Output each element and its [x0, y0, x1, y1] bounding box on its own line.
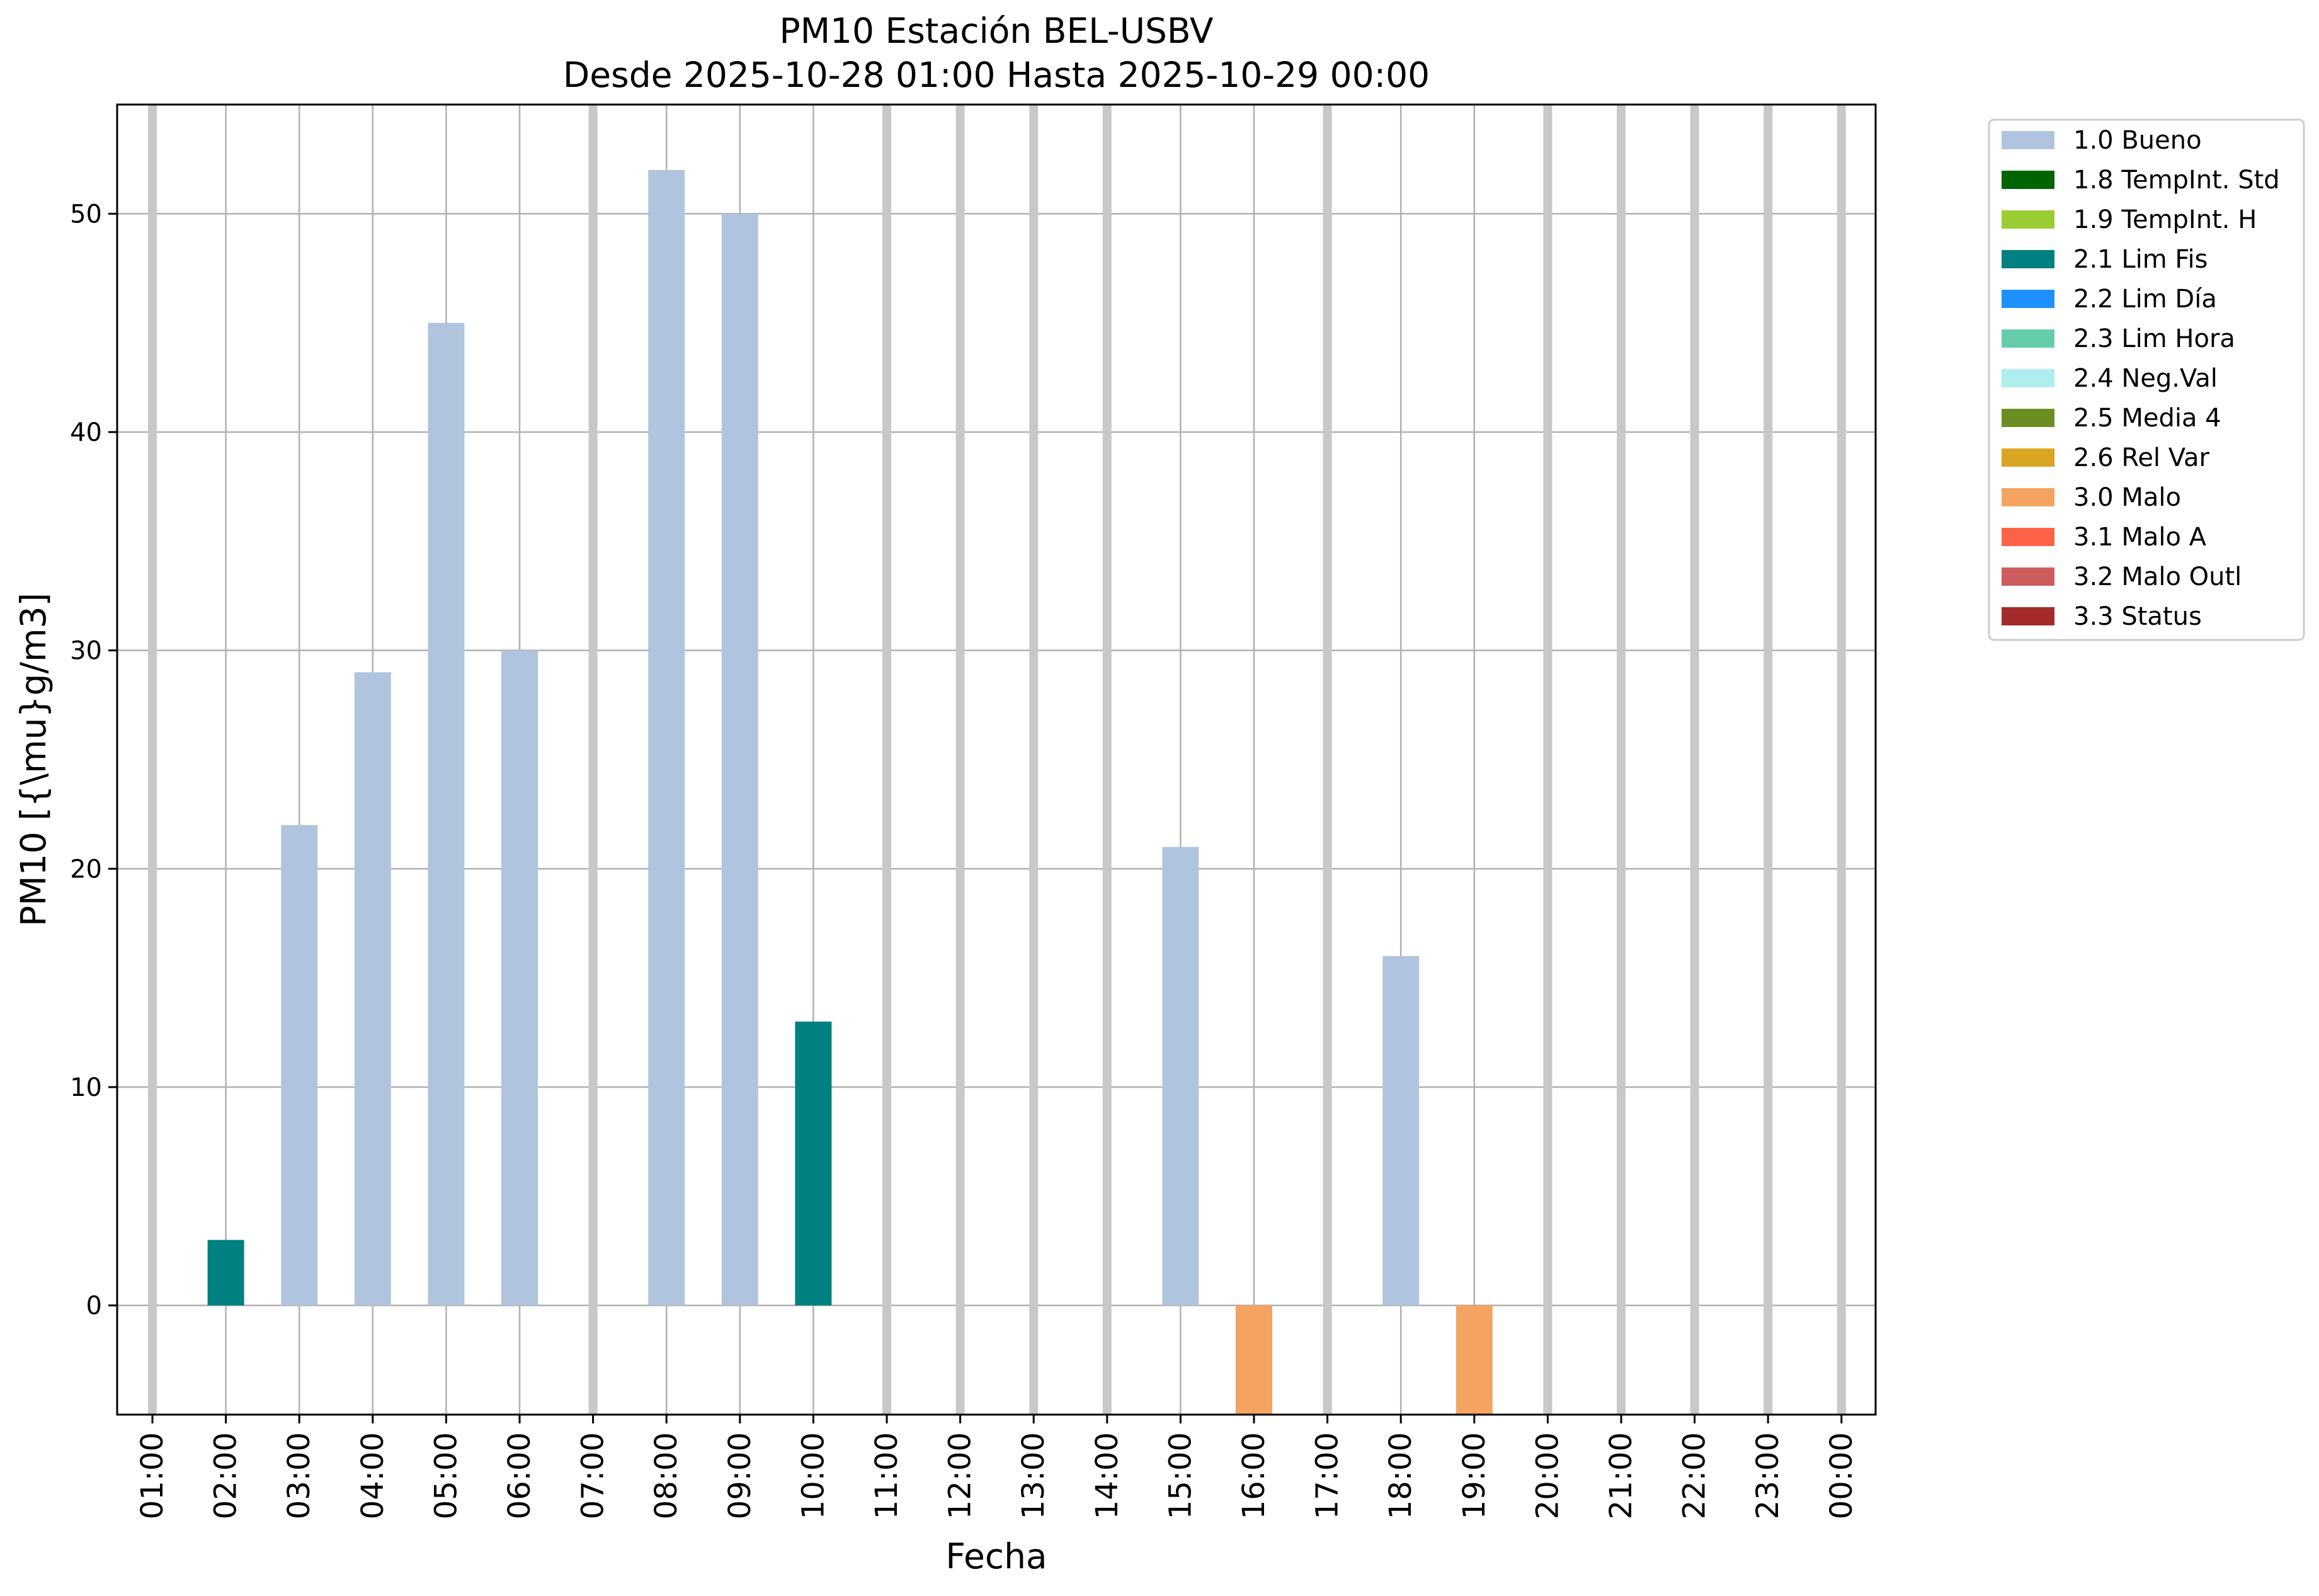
x-tick-label: 10:00 — [795, 1432, 831, 1519]
missing-hour-marker — [1763, 105, 1773, 1415]
legend-label: 2.5 Media 4 — [2073, 404, 2221, 433]
x-tick-label: 17:00 — [1310, 1432, 1345, 1519]
bar — [1236, 1305, 1272, 1415]
bar — [501, 650, 538, 1306]
x-tick-label: 12:00 — [943, 1432, 978, 1519]
y-tick-label: 40 — [70, 418, 102, 447]
x-tick-label: 15:00 — [1163, 1432, 1198, 1519]
legend-label: 1.8 TempInt. Std — [2073, 166, 2280, 195]
legend-swatch — [2002, 369, 2054, 387]
x-tick-label: 13:00 — [1016, 1432, 1051, 1519]
x-tick-label: 08:00 — [649, 1432, 684, 1519]
bar — [795, 1022, 832, 1306]
legend-label: 3.0 Malo — [2073, 483, 2181, 512]
bar — [1382, 956, 1420, 1306]
missing-hour-marker — [1690, 105, 1699, 1415]
missing-hour-marker — [882, 105, 891, 1415]
bar — [1456, 1305, 1493, 1415]
y-tick-label: 0 — [86, 1292, 102, 1321]
x-tick-label: 05:00 — [428, 1432, 464, 1519]
legend-swatch — [2002, 171, 2054, 189]
x-axis-ticks: 01:00 02:00 03:00 04:00 05:00 06:00 07:00 08:00… — [135, 1415, 1859, 1519]
x-tick-label: 07:00 — [576, 1432, 611, 1519]
legend-swatch — [2002, 409, 2054, 427]
bar — [207, 1240, 244, 1306]
x-tick-label: 23:00 — [1750, 1432, 1786, 1519]
chart-subtitle: Desde 2025-10-28 01:00 Hasta 2025-10-29 … — [563, 55, 1430, 95]
legend-swatch — [2002, 290, 2054, 308]
chart-title: PM10 Estación BEL-USBV — [779, 11, 1213, 51]
x-tick-label: 14:00 — [1090, 1432, 1125, 1519]
x-tick-label: 01:00 — [135, 1432, 170, 1519]
legend-label: 2.2 Lim Día — [2073, 285, 2217, 314]
x-tick-label: 09:00 — [722, 1432, 758, 1519]
missing-hour-marker — [1617, 105, 1626, 1415]
legend-box — [1988, 118, 2305, 641]
bar — [721, 214, 758, 1306]
legend-label: 2.4 Neg.Val — [2073, 364, 2218, 393]
y-tick-label: 50 — [70, 200, 102, 229]
legend: 1.0 Bueno 1.8 TempInt. Std 1.9 TempInt. H 2… — [1988, 118, 2305, 641]
legend-swatch — [2002, 250, 2054, 268]
x-tick-label: 21:00 — [1604, 1432, 1639, 1519]
x-tick-label: 18:00 — [1383, 1432, 1418, 1519]
missing-hour-marker — [1323, 105, 1332, 1415]
x-tick-label: 02:00 — [208, 1432, 244, 1519]
x-tick-label: 19:00 — [1457, 1432, 1492, 1519]
plot-frame — [116, 103, 1877, 1416]
legend-label: 1.0 Bueno — [2073, 126, 2202, 155]
missing-hour-marker — [1029, 105, 1039, 1415]
y-tick-label: 30 — [70, 637, 102, 666]
bar — [354, 672, 391, 1306]
missing-hour-marker — [1543, 105, 1553, 1415]
x-tick-label: 22:00 — [1677, 1432, 1712, 1519]
missing-hour-marker — [1102, 105, 1112, 1415]
bar — [648, 170, 685, 1306]
missing-hour-marker — [955, 105, 965, 1415]
missing-hour-markers — [148, 105, 1846, 1415]
missing-hour-marker — [1837, 105, 1846, 1415]
legend-label: 2.6 Rel Var — [2073, 443, 2210, 472]
x-tick-label: 03:00 — [282, 1432, 317, 1519]
x-tick-label: 06:00 — [502, 1432, 537, 1519]
bar — [281, 825, 318, 1306]
legend-swatch — [2002, 329, 2054, 348]
x-tick-label: 11:00 — [869, 1432, 904, 1519]
y-axis-ticks: 0 10 20 30 40 50 — [70, 200, 117, 1321]
x-tick-label: 20:00 — [1530, 1432, 1565, 1519]
legend-swatch — [2002, 210, 2054, 229]
legend-label: 2.3 Lim Hora — [2073, 324, 2235, 353]
legend-swatch — [2002, 528, 2054, 546]
legend-label: 2.1 Lim Fis — [2073, 245, 2208, 274]
x-tick-label: 04:00 — [355, 1432, 390, 1519]
legend-label: 3.1 Malo A — [2073, 523, 2207, 552]
legend-swatch — [2002, 607, 2054, 625]
missing-hour-marker — [588, 105, 598, 1415]
bars — [207, 170, 1493, 1415]
legend-swatch — [2002, 448, 2054, 467]
bar — [428, 322, 465, 1306]
y-axis-label: PM10 [{\mu}g/m3] — [13, 593, 54, 926]
legend-label: 3.3 Status — [2073, 602, 2202, 631]
y-tick-label: 10 — [70, 1073, 102, 1102]
legend-label: 1.9 TempInt. H — [2073, 205, 2257, 234]
x-tick-label: 16:00 — [1236, 1432, 1272, 1519]
legend-swatch — [2002, 488, 2054, 506]
legend-label: 3.2 Malo Outl — [2073, 562, 2242, 591]
legend-swatch — [2002, 567, 2054, 586]
x-tick-label: 00:00 — [1824, 1432, 1859, 1519]
bar — [1162, 846, 1199, 1306]
legend-swatch — [2002, 131, 2054, 149]
y-tick-label: 20 — [70, 855, 102, 884]
missing-hour-marker — [148, 105, 157, 1415]
x-axis-label: Fecha — [945, 1536, 1047, 1576]
